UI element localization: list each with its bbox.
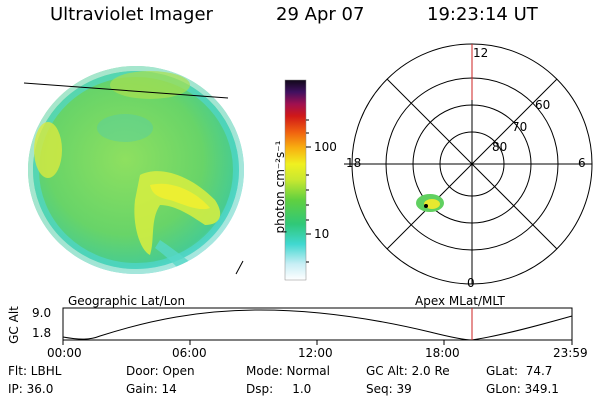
- uv-image: [23, 66, 244, 275]
- info-gain: Gain: 14: [126, 382, 177, 396]
- alt-plot-ytick-high: 9.0: [32, 306, 52, 320]
- altitude-plot: [62, 307, 573, 345]
- info-dsp: Dsp: 1.0: [246, 382, 312, 396]
- info-door: Door: Open: [126, 364, 195, 378]
- alt-plot-xtick-1800: 18:00: [425, 346, 460, 360]
- polar-mlt-12: 12: [473, 46, 489, 60]
- alt-plot-ylabel: GC Alt: [7, 306, 21, 344]
- alt-plot-xtick-2359: 23:59: [553, 346, 588, 360]
- alt-plot-right-title: Apex MLat/MLT: [415, 294, 505, 308]
- polar-mlt-6: 6: [578, 156, 586, 170]
- alt-plot-xtick-0600: 06:00: [172, 346, 207, 360]
- app-title: Ultraviolet Imager: [50, 4, 213, 25]
- polar-aurora-blob: [416, 194, 444, 212]
- polar-lat-80: 80: [492, 140, 508, 154]
- polar-lat-60: 60: [535, 98, 551, 112]
- polar-lat-70: 70: [512, 120, 528, 134]
- header-date: 29 Apr 07: [276, 4, 365, 25]
- colorbar-tick-10: 10: [314, 227, 330, 241]
- colorbar-unit-label: photon cm⁻²s⁻¹: [273, 140, 287, 234]
- alt-plot-xtick-1200: 12:00: [298, 346, 333, 360]
- colorbar: [284, 79, 311, 281]
- colorbar-tick-100: 100: [314, 140, 337, 154]
- alt-plot-left-title: Geographic Lat/Lon: [68, 294, 186, 308]
- header-time: 19:23:14 UT: [427, 4, 538, 25]
- info-seq: Seq: 39: [366, 382, 412, 396]
- altitude-curve: [62, 309, 573, 341]
- info-filter: Flt: LBHL: [8, 364, 62, 378]
- alt-plot-xtick-0000: 00:00: [47, 346, 82, 360]
- polar-plot: [344, 43, 593, 285]
- info-ip: IP: 36.0: [8, 382, 54, 396]
- polar-mlt-0: 0: [467, 276, 475, 290]
- polar-mlt-18: 18: [346, 156, 362, 170]
- info-glat: GLat: 74.7: [486, 364, 553, 378]
- alt-plot-ytick-low: 1.8: [32, 326, 52, 340]
- info-gc-alt: GC Alt: 2.0 Re: [366, 364, 450, 378]
- info-glon: GLon: 349.1: [486, 382, 559, 396]
- info-mode: Mode: Normal: [246, 364, 330, 378]
